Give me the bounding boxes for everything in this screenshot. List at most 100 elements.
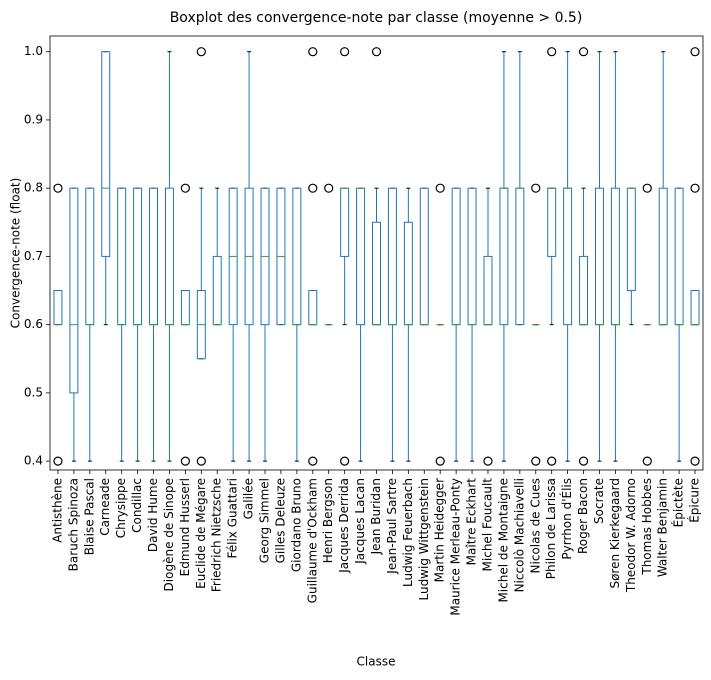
x-tick-label: Épictète <box>671 478 686 527</box>
box <box>563 187 573 326</box>
y-tick-label: 0.7 <box>24 249 43 263</box>
x-tick-label: Martin Heidegger <box>433 478 447 582</box>
box <box>467 187 477 326</box>
outlier <box>53 456 63 466</box>
box <box>419 187 429 326</box>
x-tick-label: Søren Kierkegaard <box>608 478 622 589</box>
box <box>515 187 525 326</box>
outlier <box>308 183 318 193</box>
x-tick-label: Michel de Montaigne <box>496 478 510 603</box>
x-tick-label: Jean-Paul Sartre <box>385 478 399 575</box>
outlier <box>196 456 206 466</box>
box <box>85 187 95 326</box>
x-tick-label: Condillac <box>130 478 144 533</box>
outlier <box>435 456 445 466</box>
y-tick-label: 1.0 <box>24 44 43 58</box>
box <box>292 187 302 326</box>
box <box>387 187 397 326</box>
box <box>372 221 381 326</box>
outlier <box>308 47 318 57</box>
outlier <box>340 456 350 466</box>
outlier <box>690 456 700 466</box>
outlier <box>547 47 557 57</box>
y-tick-label: 0.9 <box>24 112 43 126</box>
box <box>547 187 557 257</box>
x-tick-label: Jacques Derrida <box>337 478 351 574</box>
x-tick-label: Chrysippe <box>114 478 128 538</box>
x-tick-label: Baruch Spinoza <box>66 478 80 571</box>
x-tick-label: Blaise Pascal <box>82 478 96 555</box>
box <box>308 290 318 326</box>
y-tick-label: 0.4 <box>24 454 43 468</box>
outlier <box>483 456 493 466</box>
box <box>594 187 604 326</box>
box <box>164 187 174 326</box>
outlier <box>642 183 652 193</box>
x-tick-label: Walter Benjamin <box>656 478 670 577</box>
outlier <box>531 456 541 466</box>
outlier <box>690 183 700 193</box>
x-tick-label: David Hume <box>146 478 160 552</box>
x-tick-label: Maître Eckhart <box>465 478 479 566</box>
box <box>53 290 63 326</box>
outlier <box>324 183 334 193</box>
box <box>356 187 366 326</box>
box <box>212 255 222 326</box>
box <box>403 221 413 326</box>
x-tick-label: Socrate <box>592 478 606 524</box>
x-tick-label: Jean Buridan <box>369 478 383 555</box>
x-tick-label: Antisthène <box>50 478 64 543</box>
chart-title: Boxplot des convergence-note par classe … <box>170 10 583 26</box>
x-tick-label: Giordano Bruno <box>289 478 303 572</box>
x-tick-label: Michel Foucault <box>480 478 494 572</box>
box <box>499 187 509 326</box>
x-tick-label: Félix Guattari <box>226 478 240 559</box>
outlier <box>547 456 557 466</box>
x-tick-label: Carneade <box>98 478 112 536</box>
outlier <box>340 47 350 57</box>
y-tick-label: 0.8 <box>24 181 43 195</box>
x-tick-label: Roger Bacon <box>576 478 590 554</box>
box <box>101 51 111 257</box>
outlier <box>196 47 206 57</box>
outlier <box>642 456 652 466</box>
box <box>149 187 159 326</box>
box <box>579 255 589 326</box>
box <box>180 290 190 326</box>
outlier <box>531 183 541 193</box>
x-tick-label: Maurice Merleau-Ponty <box>449 478 463 616</box>
x-tick-label: Épicure <box>687 478 702 523</box>
x-tick-label: Philon de Larissa <box>544 478 558 579</box>
y-tick-label: 0.6 <box>24 317 43 331</box>
outlier <box>308 456 318 466</box>
box <box>451 187 461 326</box>
x-tick-label: Henri Bergson <box>321 478 335 563</box>
box <box>674 187 684 326</box>
box <box>626 187 636 292</box>
box <box>658 187 668 326</box>
box <box>69 187 79 394</box>
box <box>483 255 493 326</box>
x-tick-label: Nicolas de Cues <box>528 478 542 573</box>
box <box>117 187 127 326</box>
x-tick-label: Friedrich Nietzsche <box>210 478 224 592</box>
x-tick-label: Guillaume d'Ockham <box>305 478 319 603</box>
x-tick-label: Jacques Lacan <box>353 478 367 565</box>
x-tick-label: Georg Simmel <box>258 478 272 563</box>
x-tick-label: Galilée <box>242 478 256 519</box>
y-tick-label: 0.5 <box>24 385 43 399</box>
x-axis-label: Classe <box>357 655 396 669</box>
outlier <box>435 183 445 193</box>
outlier <box>690 47 700 57</box>
outlier <box>371 47 382 57</box>
x-tick-label: Thomas Hobbes <box>640 478 654 576</box>
y-axis-label: Convergence-note (float) <box>9 178 23 329</box>
x-tick-label: Gilles Deleuze <box>273 478 287 563</box>
outlier <box>180 456 190 466</box>
x-tick-label: Niccolò Machiavelli <box>512 478 526 592</box>
outlier <box>180 183 190 193</box>
box <box>610 187 620 326</box>
plot-frame <box>49 35 704 471</box>
